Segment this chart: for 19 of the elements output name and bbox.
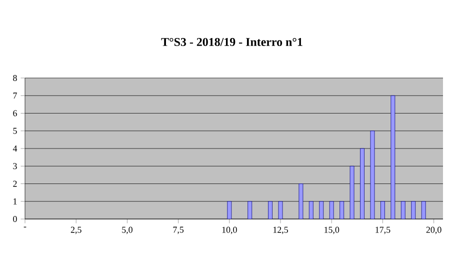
y-tick-label: 1 — [14, 198, 17, 204]
y-tick-label: 8 — [13, 74, 17, 82]
x-tick-label: 20,0 — [426, 226, 442, 234]
x-tick-label: 12,5 — [273, 226, 288, 234]
y-tick-label: 4 — [12, 146, 18, 152]
x-tick-label: 17,5 — [376, 226, 390, 234]
x-tick-label: 5,0 — [122, 226, 132, 234]
x-tick-label: - — [24, 226, 26, 228]
x-tick-label: 2,5 — [70, 226, 82, 234]
x-tick-label: 10,0 — [222, 226, 237, 234]
y-tick-label: 7 — [13, 92, 17, 99]
y-tick-label: 3 — [13, 163, 17, 170]
chart-title: T°S3 - 2018/19 - Interro n°1 — [161, 38, 302, 46]
y-tick-label: 5 — [13, 128, 17, 134]
y-tick-label: 0 — [13, 216, 17, 222]
y-tick-label: 6 — [13, 110, 17, 116]
x-tick-label: 7,5 — [173, 226, 184, 234]
y-tick-label: 2 — [13, 180, 17, 187]
x-tick-label: 15,0 — [324, 226, 340, 234]
